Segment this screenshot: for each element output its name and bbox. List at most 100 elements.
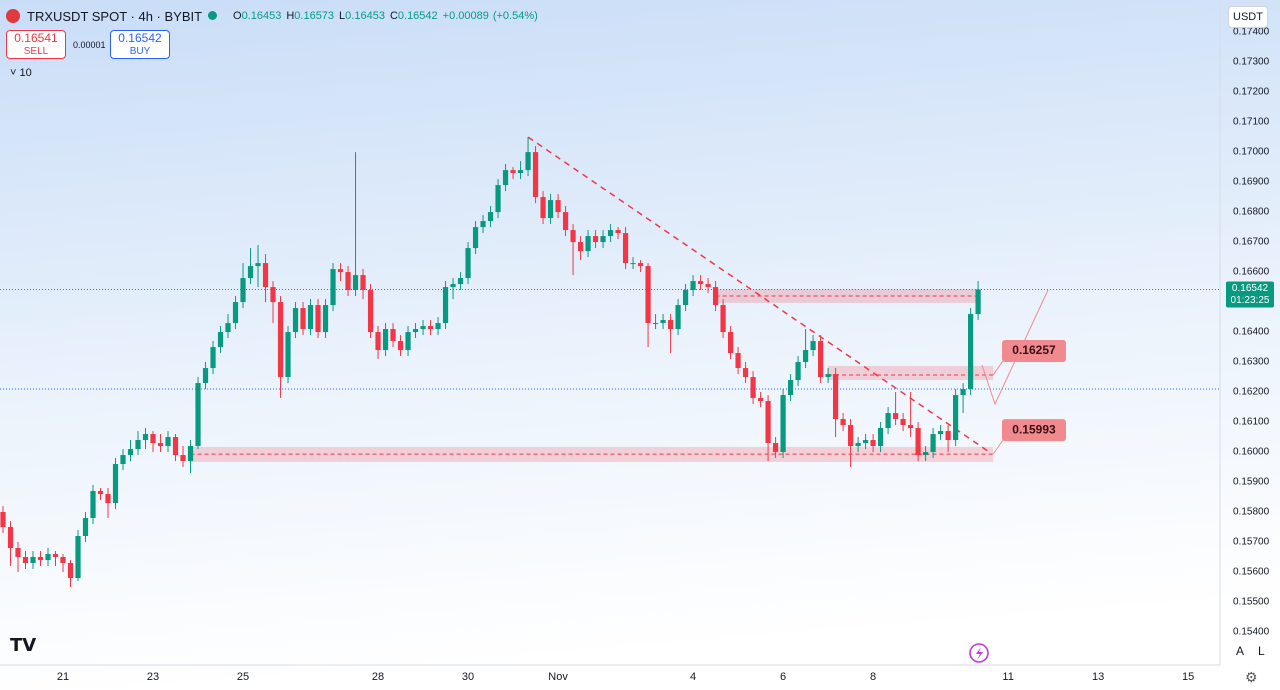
candle-body	[930, 434, 936, 453]
buy-button[interactable]: 0.16542 BUY	[110, 30, 170, 59]
candle-body	[772, 443, 779, 453]
candle-body	[622, 233, 629, 264]
candle-body	[630, 263, 636, 265]
sell-label: SELL	[23, 46, 49, 57]
candle-body	[540, 197, 546, 219]
candle-body	[0, 512, 6, 528]
candle-body	[682, 290, 689, 306]
annotation-label: 0.16257	[1012, 343, 1056, 357]
annotation-label: 0.15993	[1012, 422, 1056, 436]
candle-body	[495, 185, 501, 213]
candle-body	[30, 557, 36, 564]
candle-body	[705, 284, 711, 288]
indicators-toggle[interactable]: ˅ 10	[10, 67, 32, 79]
candle-body	[780, 395, 786, 453]
ohlc-field-label: H	[286, 10, 295, 22]
candle-body	[900, 419, 906, 426]
change: +0.00089	[442, 10, 489, 22]
candle-body	[817, 341, 824, 378]
candle-body	[427, 326, 434, 330]
candle-body	[37, 557, 44, 561]
candle-body	[547, 200, 554, 219]
candle-body	[225, 323, 231, 333]
candle-body	[142, 434, 149, 441]
candle-body	[720, 305, 726, 333]
x-tick-label: 23	[147, 671, 159, 683]
price-tag-value: 0.16542	[1232, 283, 1269, 294]
candle-body	[802, 350, 809, 363]
sell-price: 0.16541	[14, 31, 58, 45]
candle-body	[472, 227, 479, 249]
x-tick-label: 28	[372, 671, 384, 683]
candle-body	[90, 491, 96, 519]
candle-body	[840, 419, 846, 426]
candle-body	[22, 557, 29, 564]
ohlc-field-value: 0.16453	[345, 10, 385, 22]
y-tick-label: 0.15400	[1233, 627, 1270, 638]
ohlc-field-label: O	[233, 10, 242, 22]
candle-body	[885, 413, 891, 429]
log-scale-button[interactable]: L	[1258, 644, 1265, 658]
y-tick-label: 0.16400	[1233, 327, 1270, 338]
candle-body	[727, 332, 734, 354]
x-tick-label: 4	[690, 671, 696, 683]
candle-body	[405, 332, 411, 351]
candle-body	[892, 413, 899, 420]
candle-body	[855, 443, 861, 447]
candle-body	[457, 278, 464, 285]
candle-body	[510, 170, 516, 174]
y-tick-label: 0.15700	[1233, 537, 1270, 548]
zone	[715, 289, 980, 303]
ohlc-field-value: 0.16542	[397, 10, 438, 22]
candle-body	[255, 263, 261, 267]
settings-button[interactable]: ⚙	[1245, 669, 1258, 685]
candle-body	[750, 377, 756, 399]
candle-body	[45, 554, 51, 561]
candle-body	[375, 332, 381, 351]
candle-body	[367, 290, 374, 333]
candle-body	[585, 236, 591, 252]
ohlc-field-value: 0.16453	[241, 10, 282, 22]
buy-price: 0.16542	[118, 31, 162, 45]
candle-body	[195, 383, 201, 447]
candle-body	[862, 440, 869, 444]
candle-body	[240, 278, 246, 303]
candle-body	[652, 323, 659, 325]
candle-body	[525, 152, 531, 171]
candle-body	[397, 341, 404, 351]
candle-body	[960, 389, 966, 396]
candle-body	[7, 527, 14, 549]
candle-body	[330, 269, 336, 306]
x-tick-label: 25	[237, 671, 249, 683]
candle-body	[645, 266, 651, 324]
y-tick-label: 0.17400	[1233, 27, 1270, 38]
y-tick-label: 0.16600	[1233, 267, 1270, 278]
trendline	[527, 136, 990, 453]
candle-body	[480, 221, 486, 228]
x-tick-label: 11	[1002, 671, 1013, 683]
candle-body	[592, 236, 599, 243]
candle-body	[382, 329, 389, 351]
sell-button[interactable]: 0.16541 SELL	[6, 30, 66, 59]
candle-body	[937, 431, 944, 435]
candle-body	[735, 353, 741, 369]
x-tick-label: 30	[462, 671, 474, 683]
alert-icon[interactable]	[969, 643, 989, 663]
candle-body	[907, 425, 914, 429]
candle-body	[675, 305, 681, 330]
candle-body	[307, 305, 314, 330]
symbol[interactable]: TRXUSDT SPOT · 4h · BYBIT	[27, 9, 203, 24]
candle-body	[712, 287, 719, 306]
candle-body	[487, 212, 494, 222]
x-tick-label: 6	[780, 671, 786, 683]
candle-body	[870, 440, 876, 447]
auto-scale-button[interactable]: A	[1236, 644, 1245, 658]
candle-body	[742, 368, 749, 378]
currency-button[interactable]: USDT	[1228, 6, 1268, 28]
candle-body	[615, 230, 621, 234]
candle-body	[82, 518, 89, 537]
x-tick-label: 8	[870, 671, 876, 683]
candle-body	[975, 289, 981, 315]
